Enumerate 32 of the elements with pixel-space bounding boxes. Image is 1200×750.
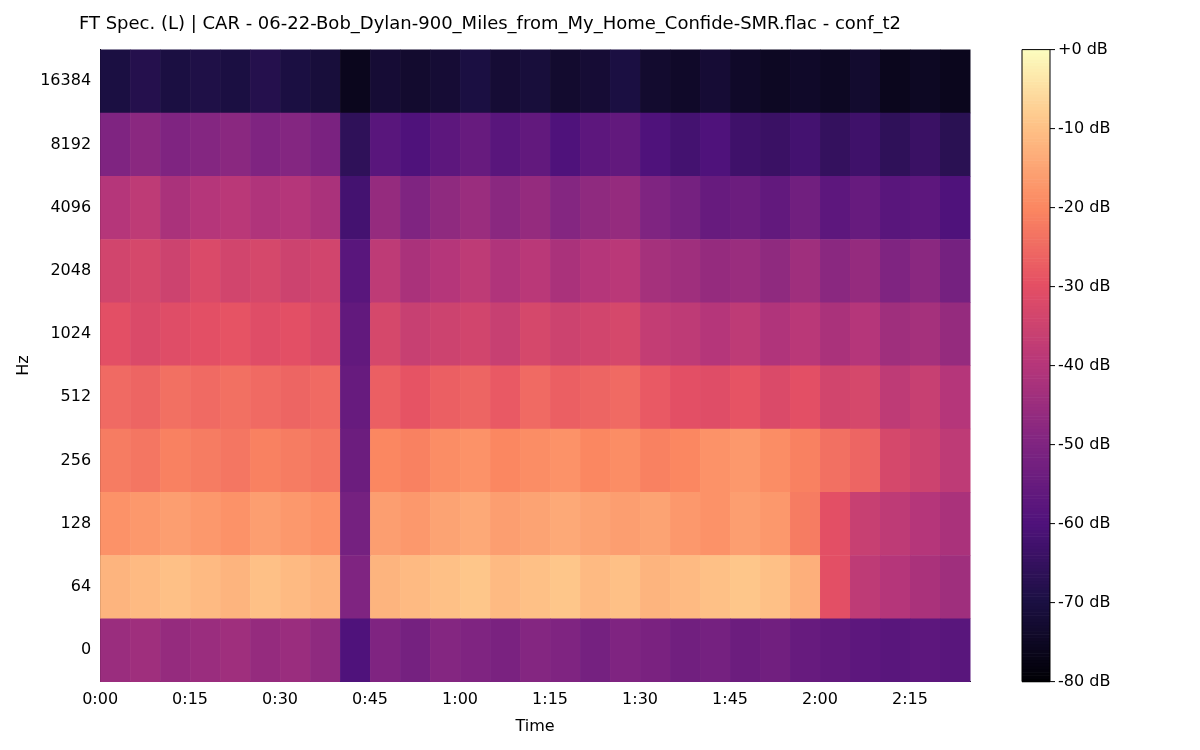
y-tick-label: 256 xyxy=(60,449,92,469)
x-tick-label: 2:15 xyxy=(892,689,928,709)
x-tick-label: 2:00 xyxy=(802,689,838,709)
color-bar-label: -10 dB xyxy=(1058,117,1111,137)
x-tick-label: 1:00 xyxy=(442,689,479,709)
color-bar-label: -50 dB xyxy=(1058,433,1111,453)
x-tick-label: 1:15 xyxy=(532,689,569,709)
y-tick-label: 8192 xyxy=(50,133,92,153)
y-tick-label: 2048 xyxy=(50,259,92,279)
y-tick-label: 64 xyxy=(70,575,92,595)
color-bar-label: -70 dB xyxy=(1058,591,1111,611)
y-axis-title: Hz xyxy=(12,355,32,376)
x-tick-label: 1:45 xyxy=(712,689,748,709)
color-bar-label: -60 dB xyxy=(1058,512,1111,532)
y-tick-label: 0 xyxy=(80,639,92,659)
color-bar-label: -20 dB xyxy=(1058,196,1111,216)
color-bar-label: +0 dB xyxy=(1058,38,1108,58)
y-tick-label: 16384 xyxy=(40,70,92,90)
y-tick-label: 128 xyxy=(60,512,92,532)
color-bar-label: -80 dB xyxy=(1058,670,1111,690)
color-bar-label: -30 dB xyxy=(1058,275,1111,295)
x-tick-label: 1:30 xyxy=(622,689,659,709)
y-tick-label: 1024 xyxy=(50,323,92,343)
y-tick-label: 4096 xyxy=(50,196,92,216)
y-tick-label: 512 xyxy=(60,386,92,406)
chart-title: FT Spec. (L) | CAR - 06-22-Bob_Dylan-900_Miles_from_My_Home_Confide-SMR.flac - conf_t2 xyxy=(78,12,902,35)
x-tick-label: 0:45 xyxy=(352,689,389,709)
x-axis-title: Time xyxy=(514,715,555,735)
x-tick-label: 0:00 xyxy=(82,689,119,709)
x-tick-label: 0:30 xyxy=(262,689,299,709)
color-bar-label: -40 dB xyxy=(1058,354,1111,374)
x-tick-label: 0:15 xyxy=(172,689,209,709)
